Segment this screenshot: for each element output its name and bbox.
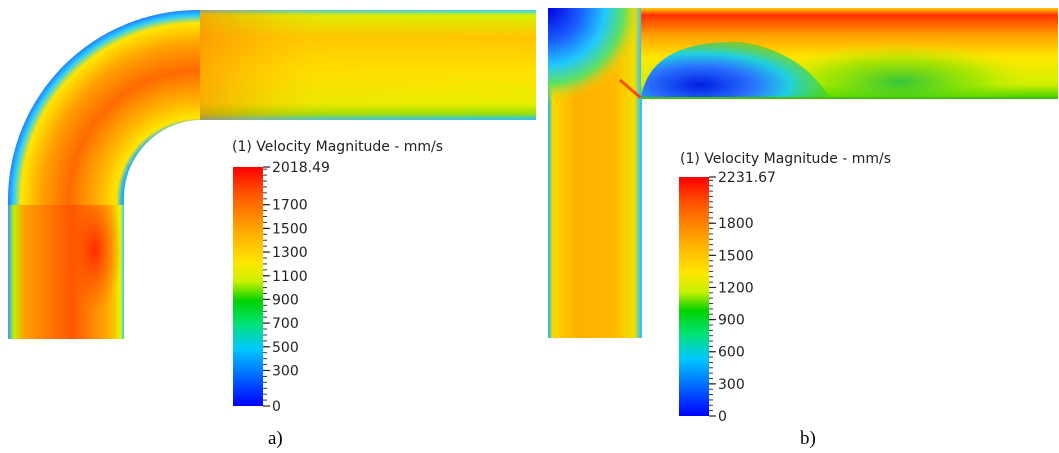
colorbar-ticks: 2018.49 1700 1500 1300 1100 900 700 500 300 0: [263, 160, 330, 415]
colorbar-tick-label: 700: [272, 316, 299, 332]
panel-b-contour: [548, 8, 1058, 338]
legend-panel-a: (1) Velocity Magnitude - mm/s 2018.49 170…: [232, 139, 443, 415]
colorbar-tick-label: 1200: [718, 280, 754, 296]
colorbar-tick-label: 1500: [272, 221, 308, 237]
colorbar-tick-label: 900: [718, 313, 745, 329]
colorbar-tick-label: 0: [272, 399, 281, 415]
colorbar-tick-label: 2018.49: [272, 160, 330, 176]
colorbar-ticks: 2231.67 1800 1500 1200 900 600 300 0: [709, 170, 776, 425]
colorbar-tick-label: 2231.67: [718, 170, 776, 186]
colorbar-tick-label: 1800: [718, 216, 754, 232]
legend-title: (1) Velocity Magnitude - mm/s: [680, 151, 891, 167]
legend-title: (1) Velocity Magnitude - mm/s: [232, 139, 443, 155]
colorbar-tick-label: 1500: [718, 248, 754, 264]
colorbar-tick-label: 300: [272, 363, 299, 379]
panel-a-caption: a): [268, 428, 283, 449]
colorbar-tick-label: 1100: [272, 269, 308, 285]
colorbar-tick-label: 300: [718, 377, 745, 393]
colorbar: [679, 177, 709, 416]
colorbar-tick-label: 600: [718, 345, 745, 361]
colorbar-tick-label: 1300: [272, 245, 308, 261]
panel-a-contour: [8, 10, 536, 339]
legend-panel-b: (1) Velocity Magnitude - mm/s 2231.67 180…: [679, 151, 891, 425]
colorbar-tick-label: 900: [272, 292, 299, 308]
colorbar: [233, 167, 263, 406]
panel-b-caption: b): [800, 428, 816, 449]
colorbar-tick-label: 0: [718, 409, 727, 425]
colorbar-tick-label: 500: [272, 340, 299, 356]
colorbar-tick-label: 1700: [272, 198, 308, 214]
